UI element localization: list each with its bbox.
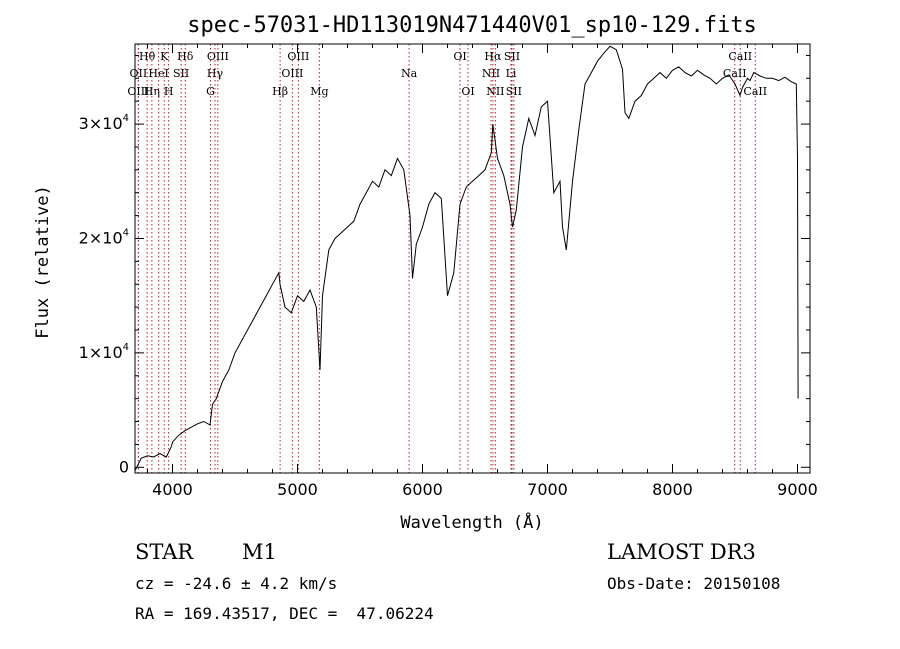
x-axis-ticks: 4000 5000 6000 7000 8000 9000 [147, 44, 818, 499]
plot-frame [134, 43, 811, 474]
survey-name: LAMOST DR3 [607, 540, 756, 564]
observation-date: Obs-Date: 20150108 [607, 574, 781, 593]
spectral-line-label: Hβ [272, 85, 288, 98]
spectral-line-label: CaII [743, 85, 767, 98]
y-axis-ticks: 0 1×104 2×104 3×104 [79, 54, 810, 476]
x-axis-label: Wavelength (Å) [400, 511, 543, 533]
spectral-line-label: OII [130, 67, 148, 80]
spectral-line-label: Mg [310, 85, 328, 98]
redshift-cz: cz = -24.6 ± 4.2 km/s [135, 574, 338, 593]
spectral-line-label: Hη [144, 85, 160, 98]
spectrum-line [134, 45, 799, 471]
x-tick-label: 5000 [277, 480, 318, 499]
spectral-line-label: Li [506, 67, 517, 80]
spectral-line-label: NII [482, 67, 500, 80]
spectral-line-label: H [164, 85, 174, 98]
spectral-line-label: OIII [127, 85, 149, 98]
spectrum-chart: spec-57031-HD113019N471440V01_sp10-129.f… [33, 13, 818, 533]
spectral-line-label: OI [461, 85, 474, 98]
y-tick-label: 0 [119, 457, 129, 476]
spectral-line-markers [137, 44, 756, 473]
spectral-line-label: K [160, 50, 169, 63]
spectral-line-label: SII [173, 67, 189, 80]
spectral-line-label: Hγ [207, 67, 224, 80]
coordinates: RA = 169.43517, DEC = 47.06224 [135, 604, 434, 623]
x-tick-label: 8000 [652, 480, 693, 499]
y-tick-label: 2×104 [79, 227, 129, 247]
spectral-line-label: Hδ [177, 50, 194, 63]
spectral-line-label: CaII [723, 67, 747, 80]
spectral-line-label: HeI [148, 67, 168, 80]
spectral-line-label: OIII [287, 50, 309, 63]
x-tick-label: 9000 [777, 480, 818, 499]
spectral-line-label: OIII [207, 50, 229, 63]
chart-title: spec-57031-HD113019N471440V01_sp10-129.f… [187, 13, 757, 38]
spectral-line-label: G [206, 85, 215, 98]
spectral-line-label: NII [486, 85, 504, 98]
x-tick-label: 7000 [527, 480, 568, 499]
spectral-line-label: SII [504, 50, 520, 63]
spectral-line-label: Hθ [139, 50, 156, 63]
spectral-line-label: Hα [484, 50, 502, 63]
spectral-line-labels: Hθ OII OIII HeI Hη K H SII Hδ OIII Hγ G Hβ OIII OIII Mg… [127, 50, 767, 98]
spectral-line-label: SII [506, 85, 522, 98]
spectral-line-label: Na [401, 67, 418, 80]
spectral-line-label: CaII [728, 50, 752, 63]
y-tick-label: 3×104 [79, 113, 129, 133]
object-class: STAR [135, 540, 194, 564]
y-tick-label: 1×104 [79, 342, 129, 362]
spectral-line-label: OI [453, 50, 466, 63]
x-tick-label: 4000 [152, 480, 193, 499]
y-axis-label: Flux (relative) [33, 185, 53, 339]
spectral-line-label: OIII [281, 67, 303, 80]
x-tick-label: 6000 [402, 480, 443, 499]
object-subclass: M1 [242, 540, 277, 564]
